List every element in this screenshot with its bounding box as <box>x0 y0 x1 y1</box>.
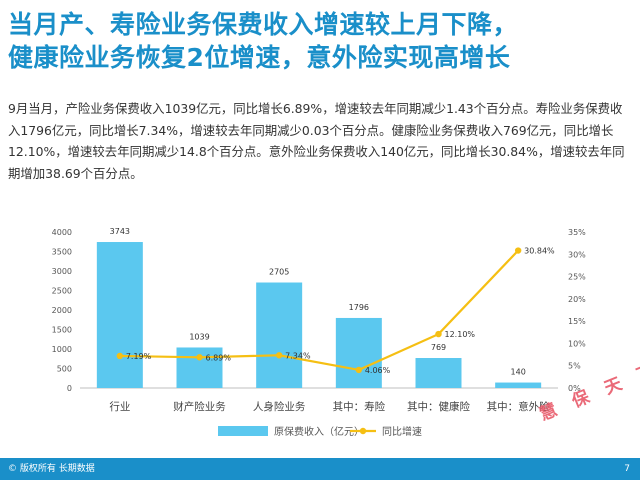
copyright-text: © 版权所有 长期数据 <box>8 464 95 474</box>
y-right-tick-label: 30% <box>568 250 586 259</box>
y-left-tick-label: 3500 <box>52 248 72 257</box>
bar <box>335 317 382 388</box>
bar-value-label: 140 <box>511 368 526 377</box>
y-right-tick-label: 0% <box>568 384 581 393</box>
growth-point <box>514 247 522 254</box>
y-left-tick-label: 3000 <box>52 267 72 276</box>
growth-point <box>275 352 283 359</box>
bar-value-label: 1039 <box>189 332 209 341</box>
growth-point <box>435 330 442 338</box>
bar <box>96 242 143 388</box>
x-tick-label: 其中：寿险 <box>333 400 386 413</box>
growth-point <box>196 354 203 361</box>
y-right-tick-label: 10% <box>568 339 586 348</box>
page-number: 7 <box>624 464 630 474</box>
y-right-tick-label: 15% <box>568 317 586 326</box>
combo-chart: 0 500 1000 1500 2000 2500 3000 3500 4000 0% 5% 10% 1… <box>52 227 587 438</box>
bar-value-label: 2705 <box>269 268 289 277</box>
growth-value-label: 7.19% <box>126 352 152 361</box>
y-right-tick-label: 5% <box>568 362 581 371</box>
bar-value-label: 769 <box>431 343 446 352</box>
y-left-tick-label: 1500 <box>52 326 72 335</box>
x-tick-label: 人身险业务 <box>253 400 306 413</box>
legend-line-marker <box>359 427 367 435</box>
growth-value-label: 30.84% <box>524 247 555 256</box>
y-left-tick-label: 1000 <box>52 345 72 354</box>
growth-value-label: 4.06% <box>365 366 391 375</box>
legend-bar-swatch <box>218 426 268 436</box>
x-tick-label: 行业 <box>109 400 130 413</box>
title-line-2: 健康险业务恢复2位增速，意外险实现高增长 <box>8 43 511 72</box>
bar-value-label: 1796 <box>349 303 369 312</box>
growth-value-label: 7.34% <box>285 351 311 360</box>
page-title: 当月产、寿险业务保费收入增速较上月下降， 健康险业务恢复2位增速，意外险实现高增… <box>8 8 632 74</box>
x-tick-label: 其中：健康险 <box>407 400 470 413</box>
bar <box>256 282 303 388</box>
y-left-tick-label: 500 <box>57 365 72 374</box>
y-left-tick-label: 2500 <box>52 287 72 296</box>
footer-bar: © 版权所有 长期数据 7 <box>0 458 640 480</box>
y-right-tick-label: 20% <box>568 295 586 304</box>
bar <box>495 382 542 388</box>
bar <box>415 358 462 388</box>
y-right-tick-label: 25% <box>568 273 586 282</box>
growth-line <box>119 249 519 372</box>
legend-bar-label: 原保费收入（亿元） <box>274 425 364 438</box>
growth-value-label: 12.10% <box>445 330 476 339</box>
description-text: 9月当月，产险业务保费收入1039亿元，同比增长6.89%，增速较去年同期减少1… <box>8 101 625 181</box>
growth-point <box>116 352 124 360</box>
legend-line-label: 同比增速 <box>382 425 422 438</box>
y-left-tick-label: 4000 <box>52 228 72 237</box>
bar-value-label: 3743 <box>110 227 130 236</box>
growth-value-label: 6.89% <box>206 353 232 362</box>
y-right-tick-label: 35% <box>568 228 586 237</box>
x-tick-label: 其中：意外险 <box>487 400 550 413</box>
title-line-1: 当月产、寿险业务保费收入增速较上月下降， <box>8 10 519 39</box>
growth-point <box>355 366 363 374</box>
y-left-tick-label: 0 <box>67 384 72 393</box>
x-tick-label: 财产险业务 <box>173 400 226 413</box>
y-left-tick-label: 2000 <box>52 306 72 315</box>
